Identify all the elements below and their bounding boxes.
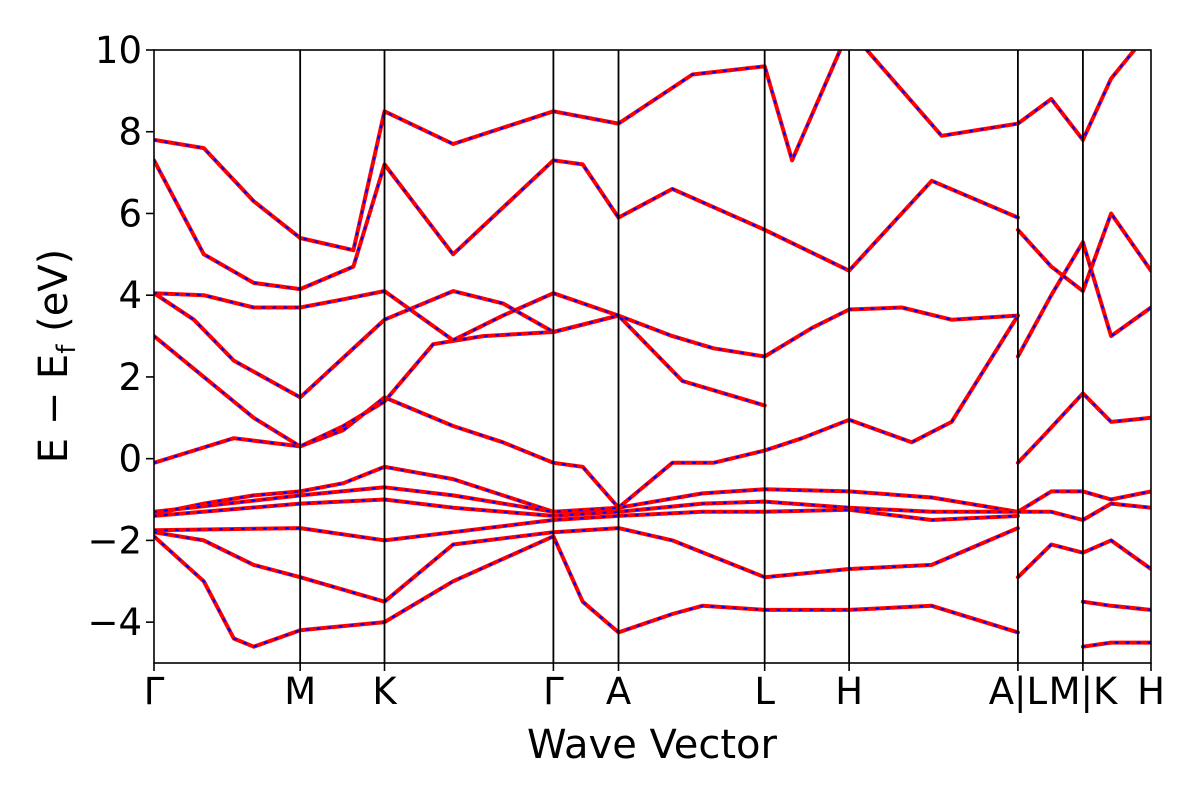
x-tick-label-1: M xyxy=(284,670,316,713)
y-axis-title: E − Ef (eV) xyxy=(31,249,82,464)
x-tick-label-4: A xyxy=(606,670,631,713)
y-tick-label-2: 0 xyxy=(118,438,142,481)
band-line-dashed-19 xyxy=(1081,600,1151,612)
y-axis: −4 −2 0 2 4 6 8 10 xyxy=(87,29,154,644)
plot-frame xyxy=(153,49,1152,664)
band-line-dashed-20 xyxy=(1081,641,1151,648)
y-tick-label-7: 10 xyxy=(95,29,142,72)
y-axis-title-unit: (eV) xyxy=(31,249,77,345)
x-tick-label-9: H xyxy=(1137,670,1165,713)
band-line-dashed-9 xyxy=(154,508,1020,542)
band-line-dashed-11 xyxy=(154,534,1020,648)
y-axis-title-sub: f xyxy=(52,344,82,354)
x-tick-label-0: Γ xyxy=(144,670,165,713)
x-tick-label-2: K xyxy=(372,670,398,713)
band-line-dashed-7 xyxy=(154,486,1020,513)
band-line-dashed-12 xyxy=(1016,391,1151,464)
y-axis-title-main: E − E xyxy=(31,354,77,464)
plot-background xyxy=(154,50,1151,663)
y-tick-label-4: 4 xyxy=(118,274,142,317)
x-axis: Γ M K Γ A L H A|L M|K H xyxy=(144,663,1165,713)
x-tick-label-6: H xyxy=(835,670,863,713)
x-tick-label-5: L xyxy=(754,670,775,713)
y-tick-label-3: 2 xyxy=(118,356,142,399)
y-tick-label-6: 8 xyxy=(118,111,142,154)
band-line-3 xyxy=(154,289,621,343)
kpoint-divider-lines xyxy=(299,50,1084,663)
x-tick-label-8: M|K xyxy=(1049,670,1119,713)
band-line-2 xyxy=(154,289,767,408)
band-line-dashed-6 xyxy=(154,465,620,515)
y-tick-label-1: −2 xyxy=(87,519,142,562)
x-tick-label-7: A|L xyxy=(989,670,1048,713)
y-tick-label-5: 6 xyxy=(118,192,142,235)
x-tick-label-3: Γ xyxy=(543,670,564,713)
y-tick-label-0: −4 xyxy=(87,601,142,644)
x-axis-title: Wave Vector xyxy=(527,722,778,768)
